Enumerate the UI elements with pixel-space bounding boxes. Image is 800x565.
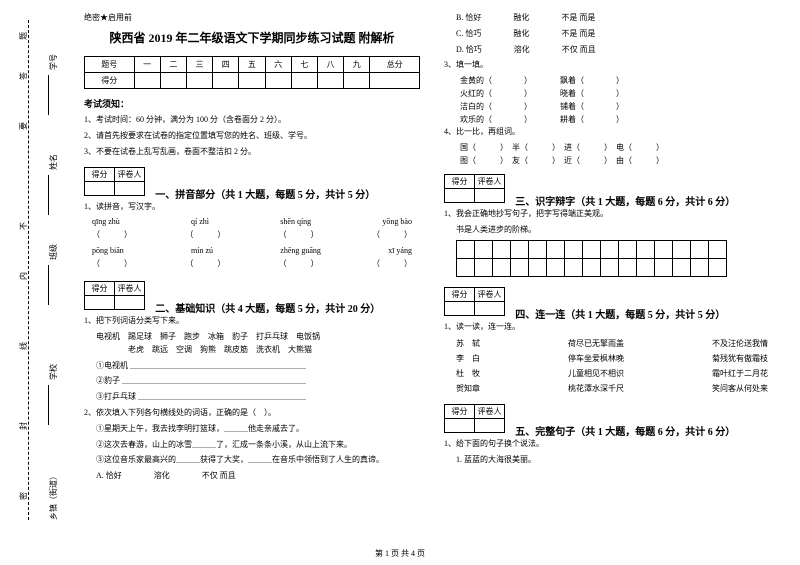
- sec2-line3: ③打乒乓球 ＿＿＿＿＿＿＿＿＿＿＿＿＿＿＿＿＿＿＿＿＿: [96, 391, 420, 404]
- margin-xuehao: 学号: [48, 54, 59, 70]
- score-table: 题号 一 二 三 四 五 六 七 八 九 总分 得分: [84, 56, 420, 89]
- hdr: 题号: [85, 57, 135, 73]
- match-row-1: 苏 轼荷尽已无擎雨盖不及汪伦送我情: [456, 338, 768, 349]
- sec4-q1: 1、读一读，连一连。: [444, 321, 780, 334]
- section-4-title: 四、连一连（共 1 大题，每题 5 分，共计 5 分）: [515, 310, 725, 321]
- binding-margin: 学号 姓名 班级 学校 乡镇（街道） 内 不 线 封 密 要 答 题: [0, 0, 72, 565]
- sec5-line: 1. 蓝蓝的大海很美丽。: [456, 454, 780, 467]
- sec2-q2c: ③这位音乐家最高兴的＿＿＿获得了大奖，＿＿＿在音乐中领悟到了人生的真谛。: [96, 454, 420, 467]
- section-1-title: 一、拼音部分（共 1 大题，每题 5 分，共计 5 分）: [155, 190, 375, 201]
- sec2-line1: ①电视机 ＿＿＿＿＿＿＿＿＿＿＿＿＿＿＿＿＿＿＿＿＿＿: [96, 360, 420, 373]
- row-label: 得分: [85, 73, 135, 89]
- hdr: 三: [186, 57, 212, 73]
- sec3-q1: 1、我会正确地抄写句子，把字写得端正美观。: [444, 208, 780, 221]
- score-value-row: 得分: [85, 73, 420, 89]
- margin-line: [48, 175, 49, 215]
- margin-bu: 不: [18, 222, 29, 230]
- fill3: 洁白的（ ） 铺着（ ）: [460, 101, 780, 114]
- score-box-4: 得分评卷人: [444, 287, 505, 316]
- hdr: 四: [213, 57, 239, 73]
- hdr: 五: [239, 57, 265, 73]
- page-content: 绝密★启用前 陕西省 2019 年二年级语文下学期同步练习试题 附解析 题号 一…: [72, 12, 792, 542]
- margin-line: [48, 265, 49, 305]
- sec2-q4: 4、比一比，再组词。: [444, 126, 780, 139]
- margin-line: [48, 75, 49, 115]
- notice-head: 考试须知：: [84, 97, 420, 110]
- sec3-sentence: 书是人类进步的阶梯。: [456, 224, 780, 237]
- writing-grid: [456, 240, 727, 277]
- sec2-line2: ②豹子 ＿＿＿＿＿＿＿＿＿＿＿＿＿＿＿＿＿＿＿＿＿＿＿: [96, 375, 420, 388]
- fill2: 火红的（ ） 晓着（ ）: [460, 88, 780, 101]
- sec2-q2b: ②这次去春游，山上的冰雪＿＿＿了，汇成一条条小溪，从山上流下来。: [96, 439, 420, 452]
- right-column: B. 恰好 融化 不是 而是 C. 恰巧 融化 不是 而是 D. 恰巧 溶化 不…: [432, 12, 792, 542]
- sec2-optB: B. 恰好 融化 不是 而是: [456, 12, 780, 25]
- score-box-3: 得分评卷人: [444, 174, 505, 203]
- margin-yao: 要: [18, 122, 29, 130]
- notice-1: 1、考试时间：60 分钟，满分为 100 分（含卷面分 2 分）。: [84, 114, 420, 127]
- margin-xingming: 姓名: [48, 154, 59, 170]
- sec5-q1: 1、给下面的句子换个说法。: [444, 438, 780, 451]
- match-row-3: 杜 牧儿童相见不相识霜叶红于二月花: [456, 368, 768, 379]
- sec2-q2: 2、依次填入下列各句横线处的词语，正确的是（ ）。: [84, 407, 420, 420]
- hdr: 九: [344, 57, 370, 73]
- score-box-5: 得分评卷人: [444, 404, 505, 433]
- hdr: 七: [291, 57, 317, 73]
- paren-row-1: （ ）（ ）（ ）（ ）: [84, 229, 420, 240]
- pinyin-row-2: pōng biānmín zúzhēng guāngxī yáng: [84, 246, 420, 255]
- section-5-title: 五、完整句子（共 1 大题，每题 6 分，共计 6 分）: [515, 427, 735, 438]
- match-row-4: 贺知章桃花潭水深千尺笑问客从何处来: [456, 383, 768, 394]
- hdr: 八: [317, 57, 343, 73]
- sec2-q2a: ①星期天上午，我去找李明打篮球，＿＿＿他走亲戚去了。: [96, 423, 420, 436]
- fill4: 欢乐的（ ） 耕着（ ）: [460, 114, 780, 127]
- hdr: 六: [265, 57, 291, 73]
- paper-title: 陕西省 2019 年二年级语文下学期同步练习试题 附解析: [84, 29, 420, 46]
- comp2: 图（ ） 友（ ） 近（ ） 由（ ）: [460, 155, 780, 168]
- hdr: 一: [134, 57, 160, 73]
- sec1-q1: 1、读拼音，写汉字。: [84, 201, 420, 214]
- score-header-row: 题号 一 二 三 四 五 六 七 八 九 总分: [85, 57, 420, 73]
- sec2-q1: 1、把下列词语分类写下来。: [84, 315, 420, 328]
- secret-note: 绝密★启用前: [84, 12, 420, 23]
- pinyin-row-1: qīng zhùqí zhìshēn qíngyōng bào: [84, 217, 420, 226]
- margin-banji: 班级: [48, 244, 59, 260]
- hdr: 总分: [370, 57, 420, 73]
- margin-xian: 线: [18, 342, 29, 350]
- margin-line: [48, 385, 49, 425]
- margin-ti: 题: [18, 32, 29, 40]
- section-2-title: 二、基础知识（共 4 大题，每题 5 分，共计 20 分）: [155, 304, 380, 315]
- margin-feng: 封: [18, 422, 29, 430]
- margin-mi: 密: [18, 492, 29, 500]
- paren-row-2: （ ）（ ）（ ）（ ）: [84, 258, 420, 269]
- sec2-optD: D. 恰巧 溶化 不仅 而且: [456, 44, 780, 57]
- sec2-optC: C. 恰巧 融化 不是 而是: [456, 28, 780, 41]
- margin-xuexiao: 学校: [48, 364, 59, 380]
- match-row-2: 李 白停车坐爱枫林晚菊残犹有傲霜枝: [456, 353, 768, 364]
- dash-line: [28, 20, 29, 520]
- sec2-optA: A. 恰好 溶化 不仅 而且: [96, 470, 420, 483]
- score-box-1: 得分评卷人: [84, 167, 145, 196]
- margin-nei: 内: [18, 272, 29, 280]
- hdr: 二: [160, 57, 186, 73]
- fill1: 金黄的（ ） 飘着（ ）: [460, 75, 780, 88]
- sec2-q3: 3、填一填。: [444, 59, 780, 72]
- sec2-words: 电视机 踢足球 狮子 跑步 冰箱 豹子 打乒乓球 电饭锅 老虎 跳远 空调 狗熊…: [96, 331, 420, 357]
- left-column: 绝密★启用前 陕西省 2019 年二年级语文下学期同步练习试题 附解析 题号 一…: [72, 12, 432, 542]
- page-footer: 第 1 页 共 4 页: [0, 548, 800, 559]
- score-box-2: 得分评卷人: [84, 281, 145, 310]
- section-3-title: 三、识字辩字（共 1 大题，每题 6 分，共计 6 分）: [515, 197, 735, 208]
- comp1: 国（ ） 半（ ） 进（ ） 电（ ）: [460, 142, 780, 155]
- margin-da: 答: [18, 72, 29, 80]
- notice-2: 2、请首先按要求在试卷的指定位置填写您的姓名、班级、学号。: [84, 130, 420, 143]
- notice-3: 3、不要在试卷上乱写乱画，卷面不整洁扣 2 分。: [84, 146, 420, 159]
- margin-xiang: 乡镇（街道）: [48, 472, 59, 520]
